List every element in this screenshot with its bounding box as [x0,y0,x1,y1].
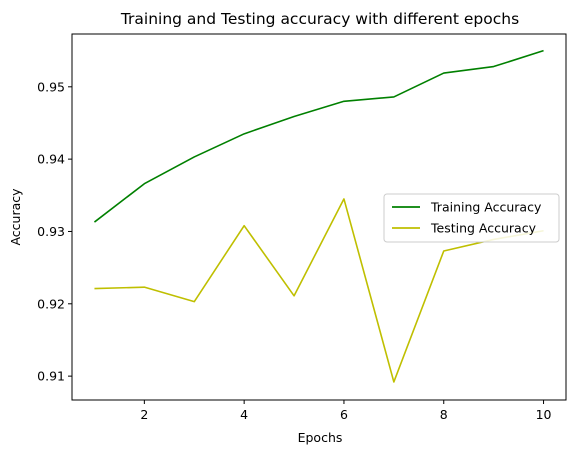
x-tick-label: 4 [240,407,248,422]
y-tick-label: 0.93 [37,224,65,239]
legend: Training Accuracy Testing Accuracy [383,193,560,243]
plot-area: 2 4 6 8 10 0.91 0.92 0.93 0.94 0.95 Training Accur… [37,33,567,422]
plot-frame [71,33,567,401]
x-tick-label: 2 [140,407,148,422]
y-tick-label: 0.92 [37,296,65,311]
y-tick-label: 0.94 [37,152,65,167]
series-line-2 [94,198,544,383]
chart-title: Training and Testing accuracy with diffe… [120,10,519,28]
y-axis-label: Accuracy [8,188,23,246]
x-tick-label: 6 [340,407,348,422]
x-axis-label: Epochs [298,430,343,445]
y-tick-label: 0.91 [37,369,65,384]
legend-label: Testing Accuracy [430,221,537,236]
y-tick-label: 0.95 [37,79,65,94]
legend-label: Training Accuracy [430,200,542,215]
x-tick-label: 10 [536,407,552,422]
series-line-1 [93,49,544,223]
x-tick-label: 8 [440,407,448,422]
legend-box [383,193,560,243]
